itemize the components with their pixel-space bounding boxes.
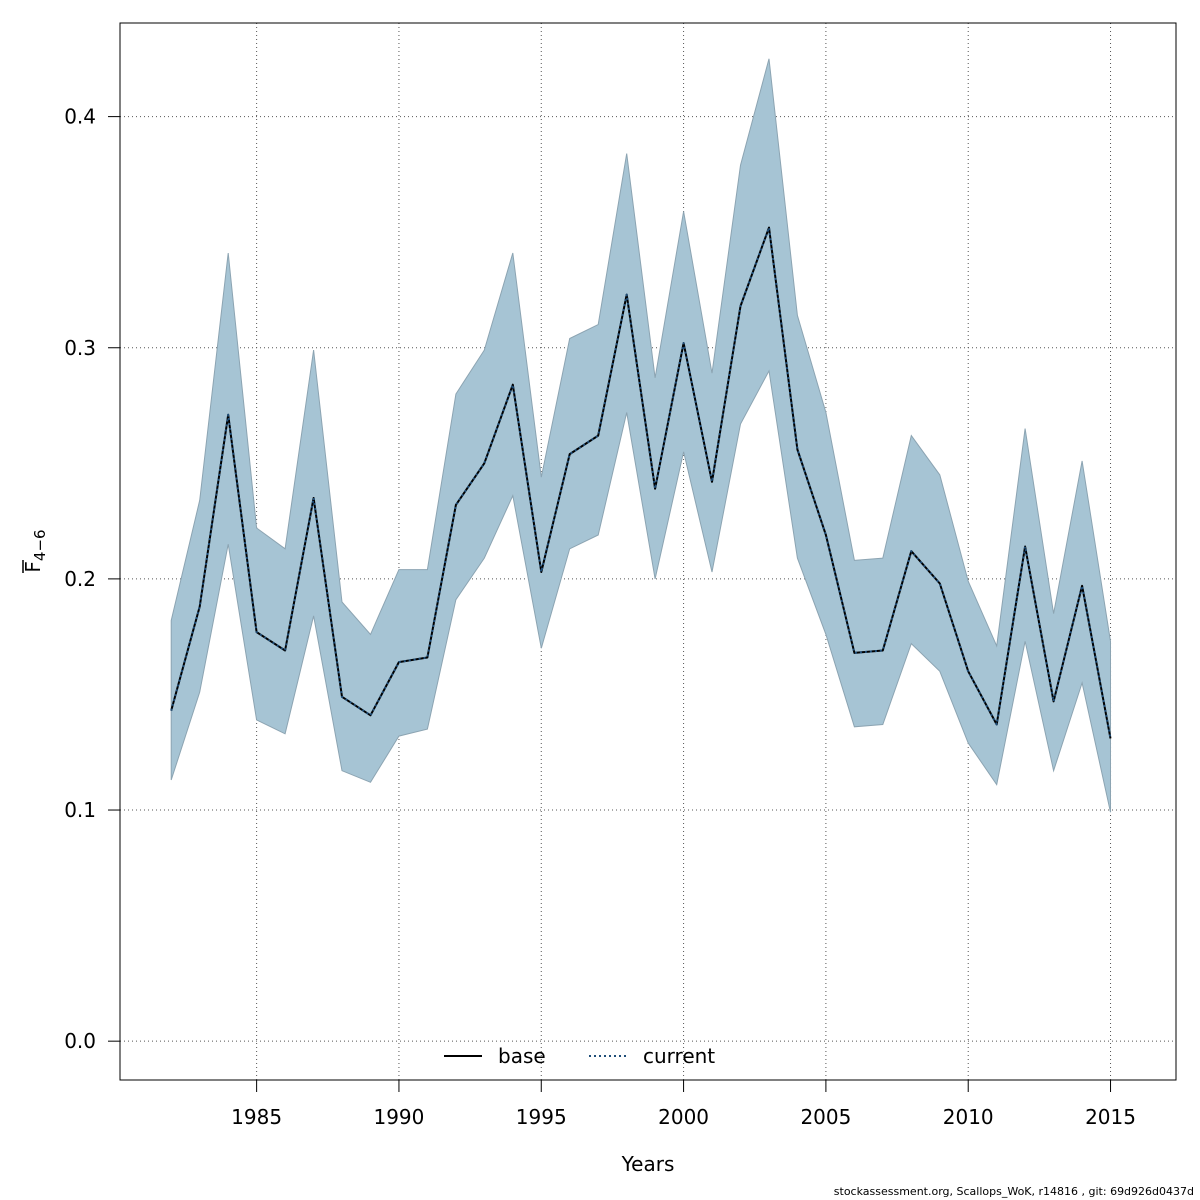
x-axis: 1985 1990 1995 2000 2005 2010 2015 xyxy=(231,1079,1136,1129)
y-axis-title-subscript: 4−6 xyxy=(31,529,49,561)
x-tick-label: 1995 xyxy=(516,1105,567,1129)
y-tick-label: 0.2 xyxy=(64,567,96,591)
x-tick-label: 2005 xyxy=(800,1105,851,1129)
x-tick-label: 2000 xyxy=(658,1105,709,1129)
y-tick-label: 0.4 xyxy=(64,105,96,129)
series-lines xyxy=(170,226,1112,739)
y-axis-title-text: F4−6 xyxy=(21,529,49,572)
confidence-band-area xyxy=(170,58,1111,813)
x-axis-title: Years xyxy=(621,1152,675,1176)
x-tick-label: 1985 xyxy=(231,1105,282,1129)
confidence-band xyxy=(170,58,1111,813)
x-tick-label: 1990 xyxy=(373,1105,424,1129)
series-line-current xyxy=(170,226,1112,739)
y-tick-label: 0.0 xyxy=(64,1029,96,1053)
legend: base current xyxy=(444,1044,715,1068)
y-axis-title-main: F xyxy=(21,561,45,573)
y-axis: 0.0 0.1 0.2 0.3 0.4 xyxy=(64,105,121,1053)
x-tick-label: 2015 xyxy=(1085,1105,1136,1129)
legend-label-base: base xyxy=(498,1044,546,1068)
y-tick-label: 0.3 xyxy=(64,336,96,360)
y-tick-label: 0.1 xyxy=(64,798,96,822)
x-tick-label: 2010 xyxy=(943,1105,994,1129)
legend-label-current: current xyxy=(643,1044,715,1068)
footer-note: stockassessment.org, Scallops_WoK, r1481… xyxy=(833,1185,1194,1198)
y-axis-title: F4−6 xyxy=(21,529,49,573)
